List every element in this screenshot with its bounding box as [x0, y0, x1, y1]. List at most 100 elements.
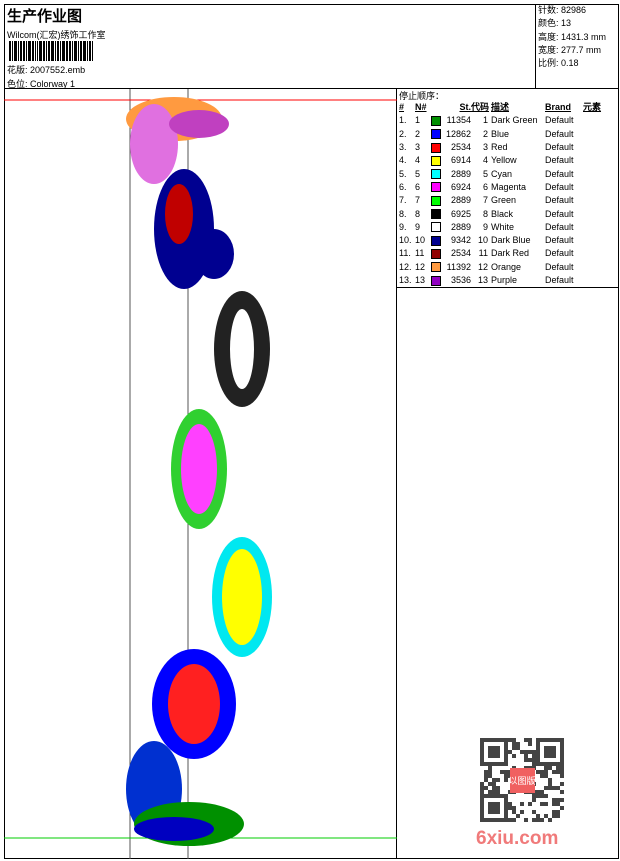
row-description: Orange — [491, 261, 522, 272]
colorway-line: 色位: Colorway 1 — [7, 77, 75, 90]
design-file-line: 花版: 2007552.emb — [7, 63, 85, 76]
row-description: Yellow — [491, 155, 517, 166]
col-needle: N# — [415, 102, 427, 113]
design-info: 针数: 82986 颜色: 13 高度: 1431.3 mm 宽度: 277.7… — [535, 4, 619, 89]
table-row: 7. 7 2889 7 Green Default — [397, 194, 619, 207]
row-needle: 4 — [415, 155, 421, 166]
row-needle: 8 — [415, 208, 421, 219]
col-element: 元素 — [583, 102, 602, 113]
row-needle: 5 — [415, 168, 421, 179]
row-needle: 11 — [415, 248, 425, 259]
row-needle: 2 — [415, 128, 421, 139]
width-label: 宽度: — [538, 44, 559, 55]
row-code: 8 — [482, 208, 488, 219]
seal-text: 以图版 — [508, 775, 535, 786]
color-swatch — [431, 115, 443, 126]
row-stitches: 3536 — [450, 275, 471, 285]
barcode — [9, 41, 121, 61]
row-index: 3. — [399, 142, 407, 153]
design-label: 花版: — [7, 65, 28, 75]
row-brand: Default — [545, 208, 574, 219]
table-row: 9. 9 2889 9 White Default — [397, 221, 619, 234]
height-label: 高度: — [538, 31, 559, 42]
row-stitches: 12862 — [445, 128, 471, 139]
stitches-label: 针数: — [538, 5, 559, 15]
row-brand: Default — [545, 181, 574, 192]
design-preview — [4, 89, 397, 859]
row-stitches: 9342 — [450, 235, 471, 246]
row-needle: 7 — [415, 195, 421, 206]
row-description: Dark Green — [491, 115, 538, 126]
company-name: Wilcom(汇宏)绣饰工作室 — [7, 30, 106, 40]
row-stitches: 11392 — [446, 261, 471, 272]
row-code: 11 — [478, 248, 488, 259]
row-code: 4 — [482, 155, 488, 166]
colorway: Colorway 1 — [30, 79, 76, 89]
row-code: 10 — [477, 235, 488, 246]
row-brand: Default — [545, 221, 574, 232]
col-code: 代码 — [471, 102, 490, 113]
row-stitches: 2534 — [450, 248, 471, 259]
col-brand: Brand — [545, 102, 572, 113]
stitches-value: 82986 — [561, 5, 587, 15]
row-needle: 9 — [415, 221, 421, 232]
row-needle: 10 — [415, 235, 426, 246]
row-description: White — [491, 221, 515, 232]
header: 生产作业图 Wilcom(汇宏)绣饰工作室 花版: 2007552.emb 色位… — [4, 4, 535, 89]
color-swatch — [431, 222, 443, 233]
color-swatch — [431, 155, 443, 166]
colors-info: 颜色: 13 — [536, 17, 619, 30]
table-row: 10. 10 9342 10 Dark Blue Default — [397, 234, 619, 247]
col-index: # — [399, 102, 405, 113]
design-file: 2007552.emb — [30, 65, 86, 75]
row-description: Dark Blue — [491, 235, 531, 246]
motif-black — [214, 291, 270, 407]
row-description: Magenta — [491, 181, 527, 192]
row-index: 2. — [399, 128, 407, 139]
row-needle: 1 — [415, 115, 421, 126]
color-swatch — [431, 248, 443, 259]
table-row: 5. 5 2889 5 Cyan Default — [397, 167, 619, 180]
row-index: 1. — [399, 115, 407, 126]
motif-orange-magenta — [126, 97, 229, 184]
motif-blue-green-bottom — [126, 741, 244, 846]
row-code: 9 — [482, 221, 488, 232]
color-swatch — [431, 129, 443, 140]
row-brand: Default — [545, 195, 574, 206]
row-code: 13 — [477, 275, 488, 285]
stitches-info: 针数: 82986 — [536, 4, 619, 17]
stop-sequence-table: 停止顺序： # N# St. 代码 描述 Brand 元素 1. 1 11354 1 D… — [397, 89, 619, 288]
embroidery-design — [4, 89, 397, 859]
row-description: Black — [491, 208, 514, 219]
row-brand: Default — [545, 261, 574, 272]
row-brand: Default — [545, 155, 574, 166]
colors-label: 颜色: — [538, 18, 559, 29]
table-row: 12. 12 11392 12 Orange Default — [397, 261, 619, 274]
table-row: 6. 6 6924 6 Magenta Default — [397, 181, 619, 194]
page-title: 生产作业图 — [7, 8, 83, 25]
row-needle: 13 — [415, 275, 426, 285]
color-swatch — [431, 262, 443, 273]
row-index: 10. — [399, 235, 412, 246]
row-description: Blue — [491, 128, 510, 139]
motif-yellow-cyan — [212, 537, 272, 657]
color-swatch — [431, 169, 443, 180]
color-swatch — [431, 195, 443, 206]
row-stitches: 6925 — [450, 208, 471, 219]
page-frame — [4, 4, 619, 859]
row-description: Dark Red — [491, 248, 530, 259]
row-index: 6. — [399, 181, 407, 192]
color-swatch — [431, 209, 443, 220]
color-swatch — [431, 182, 443, 193]
width-info: 宽度: 277.7 mm — [536, 44, 619, 57]
row-index: 11. — [399, 248, 411, 259]
row-stitches: 11354 — [446, 115, 471, 126]
row-index: 5. — [399, 168, 407, 179]
row-index: 4. — [399, 155, 407, 166]
watermark-logo: 6xiu.com — [476, 828, 559, 849]
row-needle: 3 — [415, 142, 421, 153]
table-row: 13. 13 3536 13 Purple Default — [397, 274, 619, 287]
motif-red-blue — [152, 649, 236, 759]
row-description: Purple — [491, 275, 518, 285]
col-description: 描述 — [491, 102, 510, 113]
